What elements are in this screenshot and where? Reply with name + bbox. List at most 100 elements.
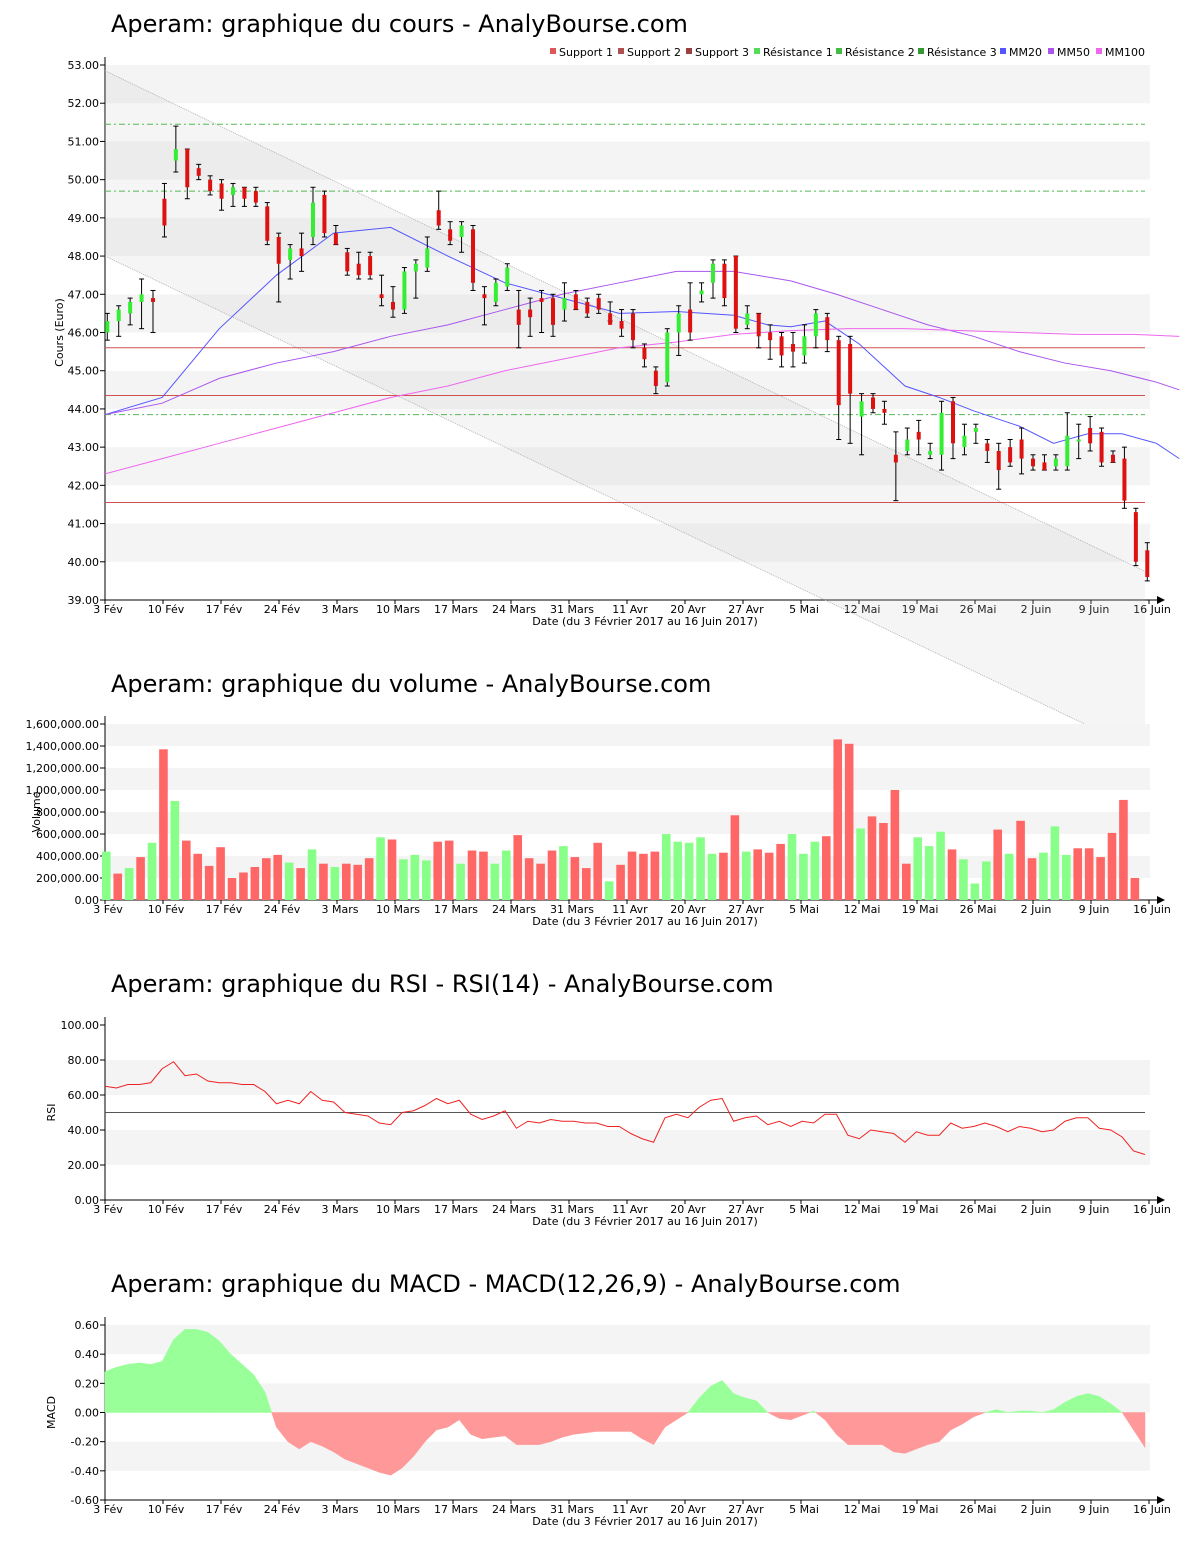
volume-bar xyxy=(433,841,443,900)
volume-bar xyxy=(890,790,900,900)
x-axis-arrow xyxy=(1157,896,1165,904)
volume-bar xyxy=(833,739,843,900)
y-tick-label: 42.00 xyxy=(68,479,100,492)
legend-swatch xyxy=(1096,48,1102,54)
volume-bar xyxy=(1039,852,1048,900)
macd-negative-area xyxy=(310,1412,323,1447)
plot-band xyxy=(105,179,1150,218)
plot-band xyxy=(105,768,1150,790)
macd-negative-area xyxy=(550,1412,563,1443)
candle-body xyxy=(276,236,281,264)
candle-body xyxy=(631,313,635,341)
volume-x-tick-label: 16 Juin xyxy=(1133,903,1171,916)
plot-band xyxy=(105,834,1150,856)
candle-body xyxy=(219,183,224,199)
legend-swatch xyxy=(618,48,624,54)
candle-body xyxy=(551,298,555,325)
volume-bar xyxy=(410,854,420,900)
price-x-tick-label: 19 Mai xyxy=(902,603,939,616)
candle-body xyxy=(1133,512,1138,562)
macd-x-tick-label: 2 Juin xyxy=(1021,1503,1052,1516)
y-tick-label: 45.00 xyxy=(68,365,100,378)
plot-band xyxy=(105,1130,1150,1165)
rsi-x-tick-label: 11 Avr xyxy=(612,1203,648,1216)
macd-negative-area xyxy=(321,1412,334,1453)
candle-body xyxy=(173,149,178,161)
candle-body xyxy=(619,321,624,329)
candle-body xyxy=(105,321,110,333)
rsi-x-tick-label: 3 Fév xyxy=(93,1203,123,1216)
volume-bar xyxy=(787,834,797,900)
macd-negative-area xyxy=(641,1412,654,1445)
plot-band xyxy=(105,1470,1150,1500)
macd-positive-area xyxy=(127,1362,140,1413)
y-tick-label: -0.20 xyxy=(71,1436,99,1449)
volume-bar xyxy=(993,829,1003,900)
candle-body xyxy=(311,202,315,237)
y-axis-title: RSI xyxy=(45,1104,58,1122)
channel-lower-line xyxy=(104,255,1146,754)
y-tick-label: 0.20 xyxy=(75,1377,100,1390)
y-tick-label: -0.40 xyxy=(71,1465,99,1478)
macd-negative-area xyxy=(470,1412,483,1440)
legend-label: MM100 xyxy=(1105,46,1145,59)
volume-bar xyxy=(913,837,923,900)
y-tick-label: 0.00 xyxy=(75,894,100,907)
y-axis-title: MACD xyxy=(45,1396,58,1429)
candle-body xyxy=(905,439,910,451)
volume-bar xyxy=(650,851,660,900)
volume-bar xyxy=(102,851,111,900)
candle-body xyxy=(642,347,647,360)
volume-bar xyxy=(524,858,534,900)
volume-bar xyxy=(924,846,934,900)
volume-bar xyxy=(627,851,637,900)
candle-body xyxy=(756,313,761,337)
candle-body xyxy=(528,309,533,318)
volume-x-tick-label: 3 Mars xyxy=(322,903,359,916)
macd-positive-area xyxy=(996,1409,1008,1413)
volume-bar xyxy=(810,841,820,900)
macd-negative-area xyxy=(927,1412,940,1445)
volume-bar xyxy=(902,863,911,900)
volume-bar xyxy=(124,868,134,900)
volume-bar xyxy=(387,839,397,900)
rsi-x-tick-label: 19 Mai xyxy=(902,1203,939,1216)
candle-body xyxy=(436,210,441,226)
macd-negative-area xyxy=(561,1412,574,1438)
volume-bar xyxy=(547,850,557,900)
x-axis-arrow xyxy=(1157,1496,1165,1504)
candle-body xyxy=(391,301,395,310)
legend-label: Support 3 xyxy=(695,46,749,59)
volume-bar xyxy=(867,816,877,900)
macd-x-tick-label: 24 Mars xyxy=(492,1503,536,1516)
rsi-x-tick-label: 17 Mars xyxy=(434,1203,478,1216)
volume-bar xyxy=(684,842,694,900)
macd-x-tick-label: 27 Avr xyxy=(728,1503,764,1516)
candle-body xyxy=(208,179,213,192)
candle-body xyxy=(413,263,418,272)
rsi-x-tick-label: 24 Fév xyxy=(264,1203,301,1216)
candle-body xyxy=(951,401,955,444)
price-x-tick-label: 17 Mars xyxy=(434,603,478,616)
y-tick-label: 0.60 xyxy=(75,1319,100,1332)
candle-body xyxy=(608,313,613,325)
candle-body xyxy=(299,248,304,257)
plot-band xyxy=(105,65,1150,104)
candle-body xyxy=(836,340,841,406)
rsi-x-tick-label: 9 Juin xyxy=(1079,1203,1110,1216)
macd-positive-area xyxy=(150,1361,163,1413)
y-tick-label: 1,600,000.00 xyxy=(26,718,99,731)
price-x-tick-label: 10 Mars xyxy=(376,603,420,616)
candle-body xyxy=(962,435,967,448)
legend-swatch xyxy=(754,48,760,54)
x-axis-title: Date (du 3 Février 2017 au 16 Juin 2017) xyxy=(532,915,758,928)
volume-bar xyxy=(1096,857,1105,900)
candle-body xyxy=(356,263,361,276)
rsi-line xyxy=(104,1061,1146,1155)
volume-bar xyxy=(113,873,123,900)
price-x-tick-label: 5 Mai xyxy=(789,603,819,616)
volume-x-tick-label: 12 Mai xyxy=(844,903,881,916)
price-x-tick-label: 20 Avr xyxy=(670,603,706,616)
macd-x-tick-label: 9 Juin xyxy=(1079,1503,1110,1516)
volume-x-tick-label: 5 Mai xyxy=(789,903,819,916)
